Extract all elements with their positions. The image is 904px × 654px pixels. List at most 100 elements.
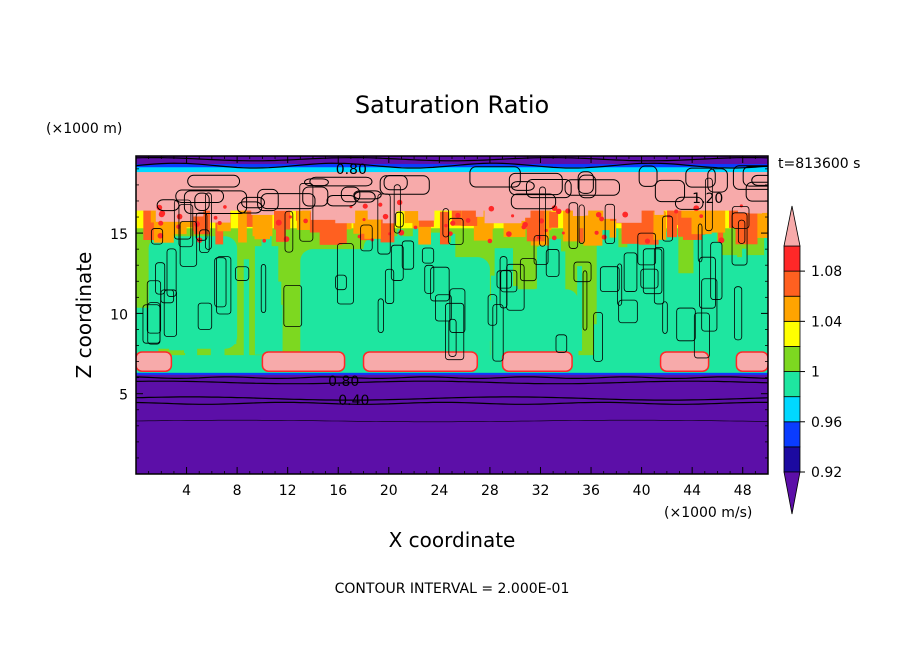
top-dry-band: [136, 156, 768, 165]
contour-loop: [173, 199, 192, 240]
pink-patch: [315, 204, 337, 218]
contour-loop: [617, 263, 623, 306]
contour-loop: [593, 311, 603, 362]
contour-loop: [525, 179, 572, 199]
x-tick-label: 40: [633, 483, 651, 499]
pink-patch: [274, 197, 303, 211]
orange-patch: [609, 208, 617, 238]
moist-region: [148, 236, 238, 349]
contour-loop: [697, 223, 703, 263]
contour-loop: [623, 252, 638, 292]
colorbar-tick-label: 0.96: [811, 415, 842, 431]
orange-patch: [757, 207, 768, 238]
red-dot: [196, 237, 202, 243]
red-dot: [674, 209, 679, 214]
contour-loop: [767, 192, 768, 225]
contour-line: [136, 401, 768, 405]
contour-loop: [442, 208, 450, 238]
contour-loop: [353, 190, 382, 200]
red-dot: [176, 224, 181, 229]
pink-patch: [497, 207, 525, 221]
contour-loop: [510, 193, 557, 210]
pink-patch: [392, 198, 425, 212]
x-tick-label: 44: [683, 483, 701, 499]
red-dot: [699, 214, 704, 218]
contour-loop: [187, 174, 241, 188]
contour-line: [136, 419, 768, 423]
pink-patch: [209, 209, 231, 223]
contour-loop: [653, 246, 665, 305]
contour-loop: [195, 212, 208, 241]
contour-label: 1.20: [692, 191, 723, 207]
red-dot: [413, 225, 418, 230]
orange-patch: [461, 205, 478, 226]
pink-patch: [616, 209, 642, 223]
contour-loop: [699, 256, 716, 309]
red-dot: [506, 231, 512, 237]
contour-loop: [335, 274, 347, 291]
contour-labels: 0.80 1.20 0.80 0.40: [328, 162, 723, 409]
red-dot: [599, 216, 605, 222]
contour-loop: [430, 266, 450, 302]
red-dot: [396, 199, 403, 206]
contour-loop: [604, 203, 616, 245]
contour-line: [136, 376, 768, 379]
contour-line: [136, 396, 768, 401]
contour-loop: [336, 243, 354, 305]
pink-patch: [622, 197, 655, 211]
contour-loop: [360, 224, 373, 252]
red-dot: [382, 213, 389, 220]
red-dot: [511, 214, 515, 218]
contour-loop: [377, 298, 384, 334]
contour-loop: [205, 192, 212, 250]
contour-loop: [487, 294, 498, 326]
contour-loop: [492, 304, 504, 362]
contour-loop: [424, 264, 435, 294]
red-dot: [275, 219, 282, 226]
colorbar-tick-label: 1.04: [811, 314, 842, 330]
supersat-pocket: [362, 351, 479, 372]
contour-loop: [435, 294, 452, 322]
supersat-pocket: [735, 351, 768, 372]
contour-loop: [448, 318, 457, 357]
red-dot: [465, 218, 471, 223]
orange-patch: [681, 209, 698, 218]
y-tick-label: 5: [119, 388, 128, 404]
contour-loop: [146, 280, 162, 334]
contour-loop: [257, 188, 279, 212]
contour-loop: [241, 196, 265, 209]
red-dot: [561, 231, 565, 235]
plume: [627, 230, 647, 359]
contour-loop: [751, 174, 768, 186]
red-dot: [450, 220, 456, 226]
red-dot: [455, 212, 461, 218]
contour-loop: [393, 184, 401, 234]
contour-loop: [499, 256, 508, 309]
contour-loop: [500, 269, 518, 293]
moist-region: [414, 257, 490, 370]
colorbar-tick-label: 1: [811, 365, 820, 381]
x-tick-label: 16: [329, 483, 347, 499]
orange-patch: [653, 211, 667, 240]
plume: [596, 225, 619, 346]
contour-loop: [662, 215, 674, 242]
red-dot: [644, 238, 651, 244]
plume: [263, 281, 282, 366]
contour-loop: [284, 210, 294, 253]
contour-loop: [179, 220, 198, 267]
pink-patch: [475, 203, 484, 217]
contour-loop: [731, 212, 748, 266]
x-axis-label: X coordinate: [389, 528, 516, 552]
contour-loop: [340, 186, 361, 203]
pink-patch: [679, 192, 717, 206]
contour-label: 0.40: [338, 393, 369, 409]
moist-region: [502, 289, 579, 370]
contour-loop: [234, 266, 250, 281]
plume: [243, 259, 250, 365]
contour-loop: [745, 181, 768, 202]
colorbar-segment: [783, 446, 801, 473]
orange-patch: [411, 212, 419, 222]
contour-loop: [401, 240, 415, 270]
contour-loop: [383, 174, 408, 191]
